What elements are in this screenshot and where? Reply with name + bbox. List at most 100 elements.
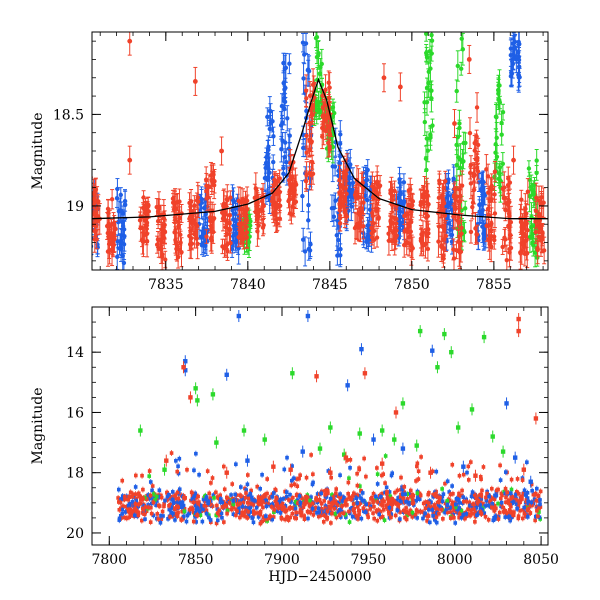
data-point (364, 236, 370, 241)
data-point (114, 195, 120, 201)
data-point (480, 224, 485, 229)
data-point (104, 223, 110, 229)
data-point (424, 167, 429, 173)
data-point (494, 135, 499, 140)
data-point (458, 249, 464, 254)
data-point (209, 235, 214, 240)
data-point (424, 99, 430, 105)
data-point (144, 230, 149, 236)
data-point (137, 218, 143, 223)
data-point (467, 130, 473, 136)
data-point (187, 233, 192, 239)
data-point (204, 234, 209, 239)
data-point (347, 176, 352, 181)
data-point (358, 207, 363, 213)
data-point (422, 119, 428, 125)
data-point (437, 181, 442, 186)
data-point (406, 202, 411, 208)
data-point (539, 194, 544, 200)
data-point (109, 197, 115, 202)
data-point (344, 214, 350, 219)
data-point (428, 135, 433, 140)
data-point (457, 187, 462, 192)
data-point (496, 88, 501, 93)
data-point (388, 188, 393, 193)
data-point (489, 198, 494, 203)
data-point (436, 195, 442, 201)
data-point (463, 140, 468, 146)
data-point (283, 85, 288, 91)
data-point (313, 106, 319, 111)
data-point (458, 165, 463, 171)
data-point (534, 195, 539, 200)
data-point (370, 184, 375, 189)
data-point (195, 195, 200, 200)
data-point (393, 233, 398, 239)
data-point (141, 205, 146, 211)
data-point (448, 227, 453, 232)
data-point (233, 239, 238, 244)
data-point (424, 50, 429, 56)
data-point (485, 174, 491, 179)
data-point (255, 229, 260, 234)
data-point (361, 224, 366, 229)
data-point (277, 189, 283, 195)
data-point (459, 66, 464, 71)
data-point (468, 162, 474, 168)
data-point (271, 210, 276, 216)
data-point (300, 237, 306, 242)
data-point (471, 171, 476, 176)
data-point (282, 66, 288, 71)
data-point (342, 209, 348, 214)
data-point (277, 216, 283, 221)
data-point (264, 154, 269, 160)
data-point (402, 199, 407, 204)
data-point (524, 251, 529, 256)
data-point (127, 157, 133, 163)
data-point (504, 257, 510, 263)
data-point (310, 171, 316, 177)
data-point (512, 45, 518, 50)
data-point (462, 206, 468, 211)
data-point (283, 140, 288, 145)
data-point (282, 154, 288, 160)
data-point (534, 158, 539, 163)
data-point (453, 206, 458, 211)
data-point (530, 234, 535, 240)
data-point (95, 242, 100, 247)
data-point (541, 200, 546, 205)
data-point (233, 211, 238, 217)
data-point (504, 201, 510, 206)
data-point (376, 216, 381, 221)
data-point (506, 223, 511, 229)
data-point (492, 192, 497, 197)
data-point (112, 236, 117, 242)
data-point (307, 93, 313, 99)
data-point (267, 108, 273, 114)
data-point (531, 191, 536, 197)
data-point (118, 240, 124, 246)
data-point (340, 185, 345, 190)
data-point (457, 125, 462, 131)
data-point (323, 87, 328, 92)
data-point (304, 150, 309, 155)
data-point (500, 109, 506, 115)
data-point (200, 229, 205, 234)
data-point (111, 221, 116, 226)
data-point (448, 200, 453, 205)
data-point (271, 134, 276, 139)
data-point (227, 221, 232, 226)
data-point (280, 120, 285, 125)
data-point (424, 136, 430, 141)
data-point (438, 208, 444, 213)
data-point (271, 159, 276, 165)
data-point (392, 238, 397, 244)
data-point (377, 183, 383, 188)
data-point (306, 202, 311, 208)
data-point (519, 197, 524, 202)
data-point (468, 229, 474, 235)
data-point (224, 242, 230, 247)
data-point (195, 241, 200, 247)
data-point (243, 224, 249, 230)
data-point (401, 180, 407, 185)
